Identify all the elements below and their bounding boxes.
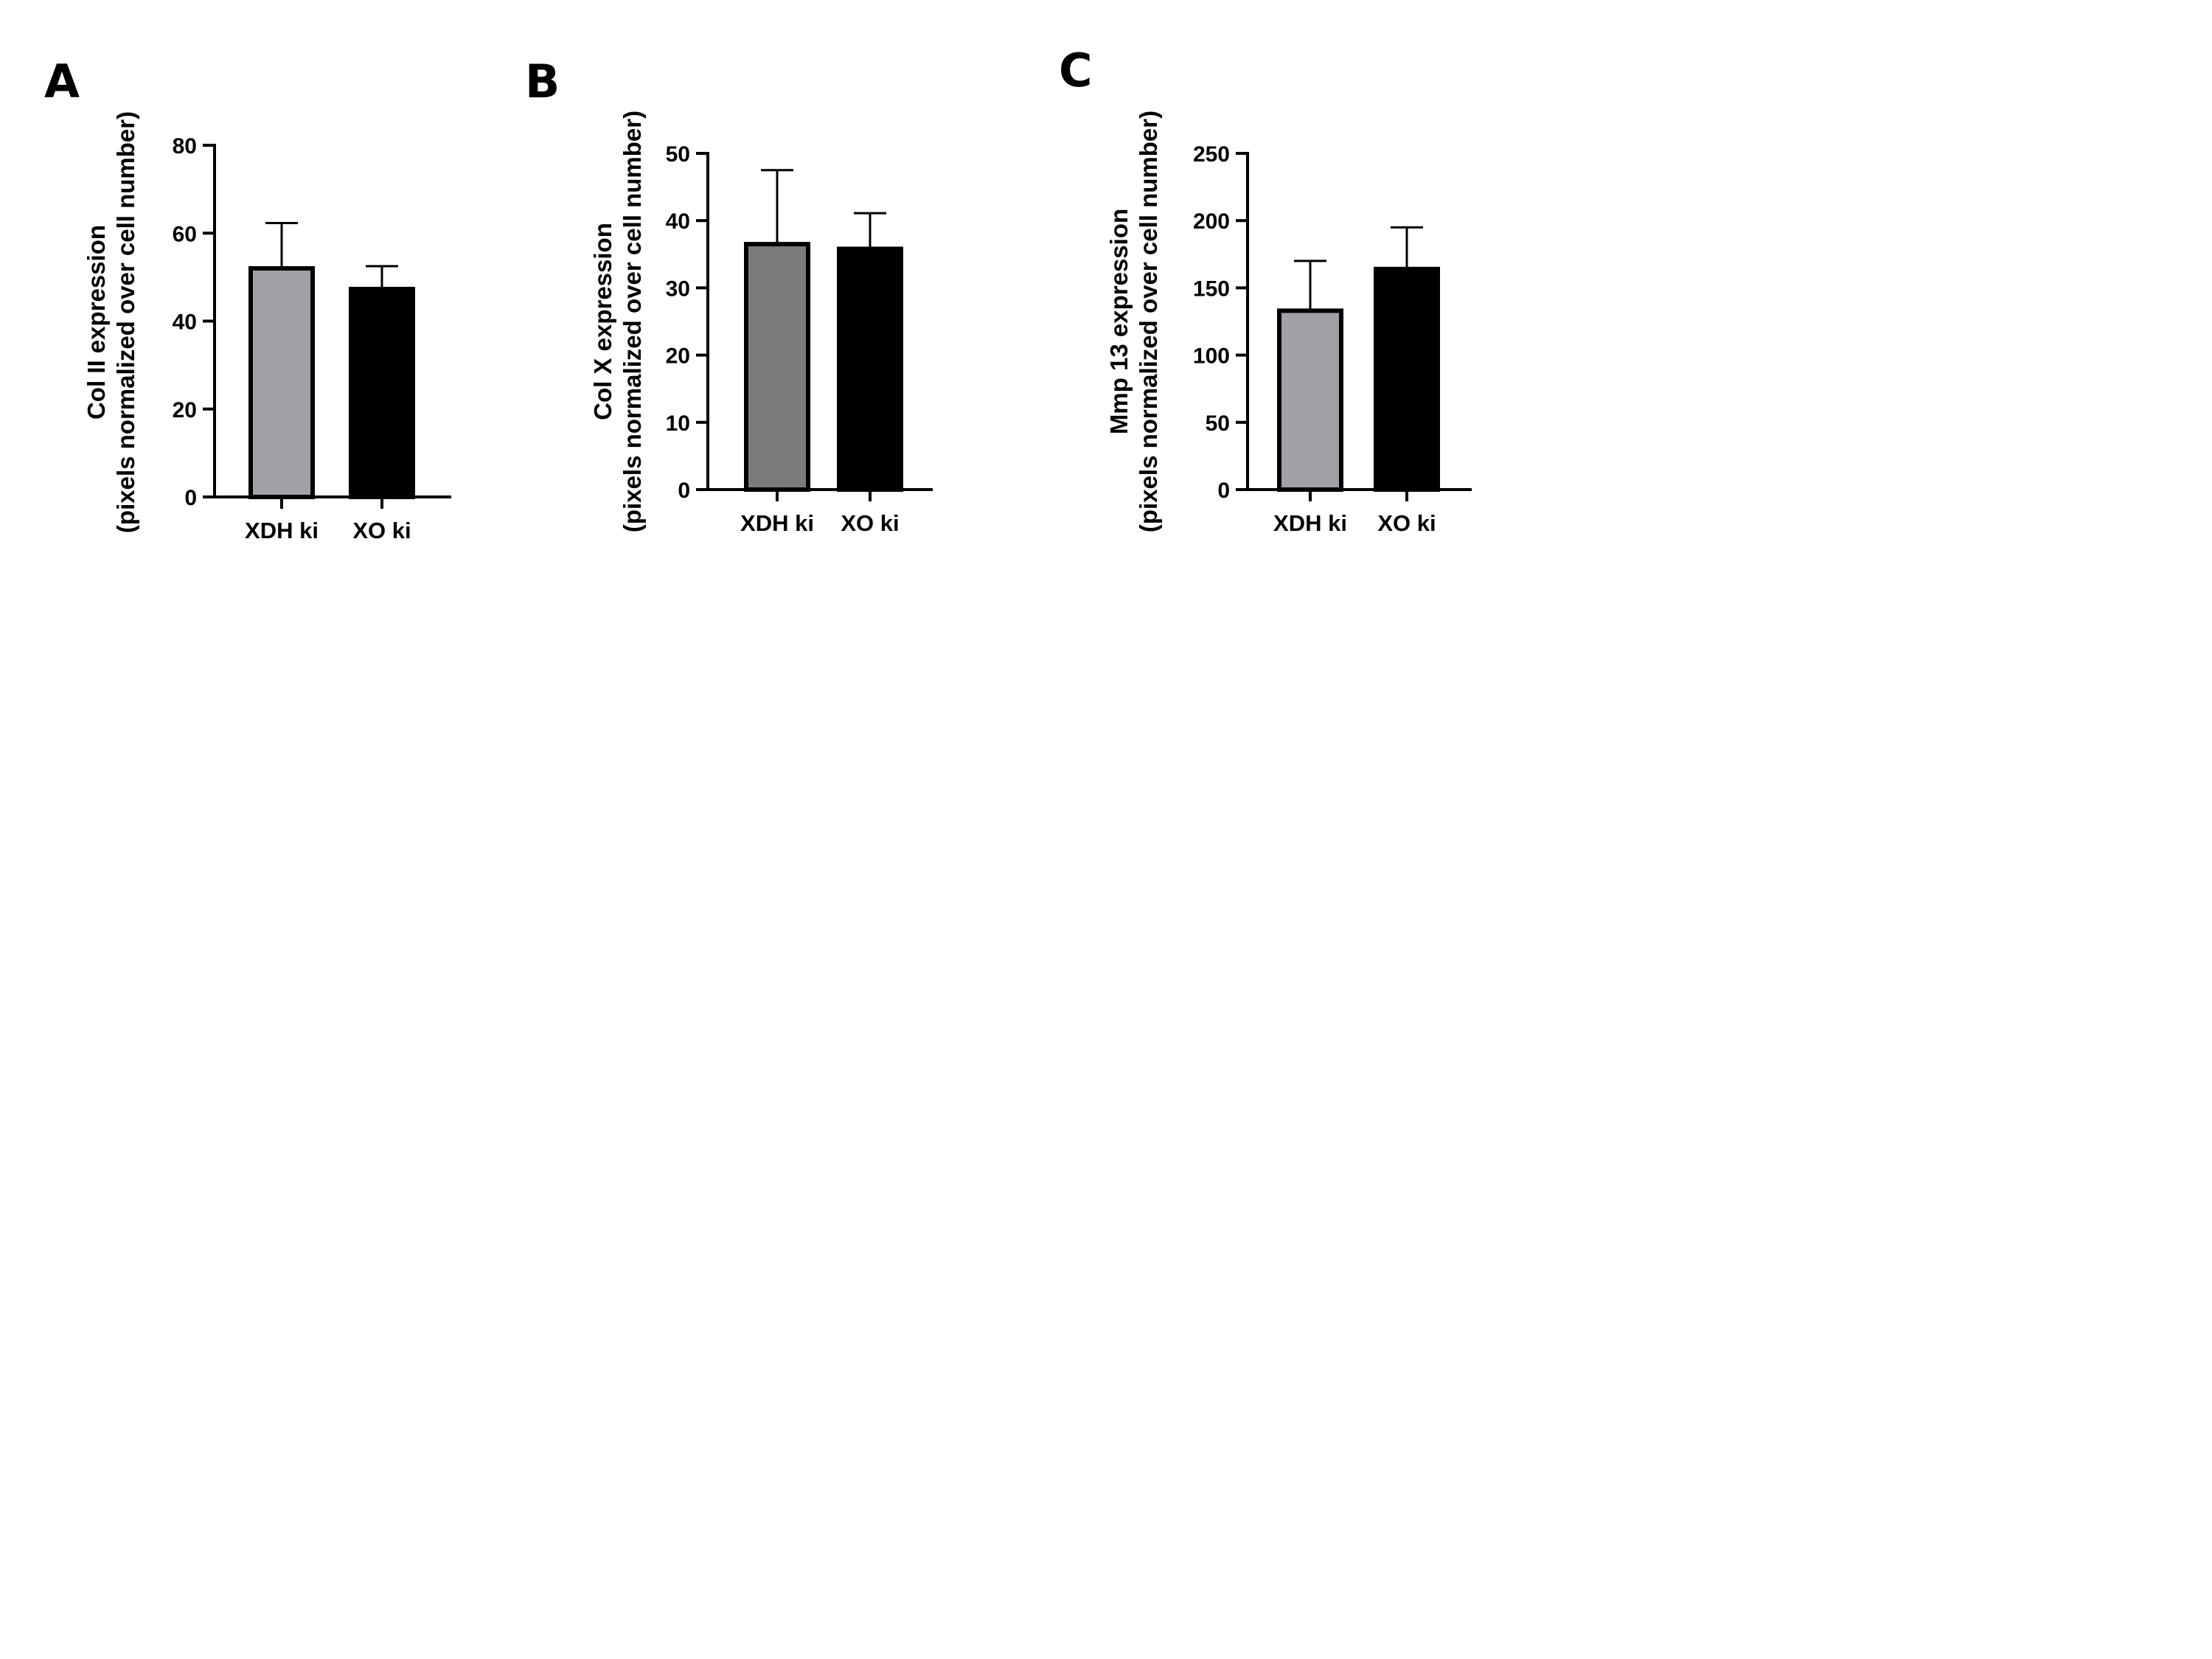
y-tick-label: 60 xyxy=(173,222,197,246)
y-tick-label: 80 xyxy=(173,134,197,159)
y-tick-label: 10 xyxy=(666,411,690,436)
x-category-label: XDH ki xyxy=(740,510,814,536)
y-tick-label: 40 xyxy=(173,310,197,335)
y-tick-label: 20 xyxy=(173,398,197,422)
bar-xdh-ki xyxy=(248,265,315,499)
y-axis-label: Col II expression(pixels normalized over… xyxy=(83,111,139,533)
y-axis-label-line: Col II expression xyxy=(83,225,110,420)
y-tick-label: 150 xyxy=(1193,276,1230,301)
y-tick-label: 0 xyxy=(184,486,197,510)
bar-xdh-ki xyxy=(1277,308,1343,492)
y-tick-label: 40 xyxy=(666,209,690,234)
y-tick-label: 50 xyxy=(666,142,690,167)
x-category-label: XO ki xyxy=(352,518,411,543)
x-category-label: XDH ki xyxy=(245,518,319,543)
x-category-label: XDH ki xyxy=(1273,510,1347,536)
bar-xdh-ki xyxy=(744,242,810,492)
y-tick-label: 250 xyxy=(1193,142,1230,167)
y-tick-label: 50 xyxy=(1206,411,1230,436)
y-tick-label: 100 xyxy=(1193,344,1230,369)
y-tick-label: 0 xyxy=(1217,479,1230,503)
y-tick-label: 200 xyxy=(1193,209,1230,234)
y-axis-label: Mmp 13 expression(pixels normalized over… xyxy=(1105,111,1162,532)
y-axis-label-line: Mmp 13 expression xyxy=(1105,209,1133,434)
y-axis-label-line: (pixels normalized over cell number) xyxy=(619,111,646,532)
x-category-label: XO ki xyxy=(841,510,899,536)
y-axis-label-line: (pixels normalized over cell number) xyxy=(112,111,139,533)
bar-xo-ki xyxy=(1374,266,1440,492)
y-axis-label-line: Col X expression xyxy=(589,223,616,420)
panel-letter: B xyxy=(525,55,560,108)
x-category-label: XO ki xyxy=(1377,510,1436,536)
panel-letter: A xyxy=(44,55,80,108)
panel-letter: C xyxy=(1059,44,1093,97)
y-tick-label: 0 xyxy=(678,479,690,503)
y-tick-label: 30 xyxy=(666,276,690,301)
y-tick-label: 20 xyxy=(666,344,690,369)
bar-xo-ki xyxy=(837,246,903,492)
y-axis-label: Col X expression(pixels normalized over … xyxy=(589,111,646,532)
y-axis-label-line: (pixels normalized over cell number) xyxy=(1135,111,1162,532)
bar-xo-ki xyxy=(349,286,415,499)
chart-panel-b: B Col X expression(pixels normalized over… xyxy=(525,55,933,536)
